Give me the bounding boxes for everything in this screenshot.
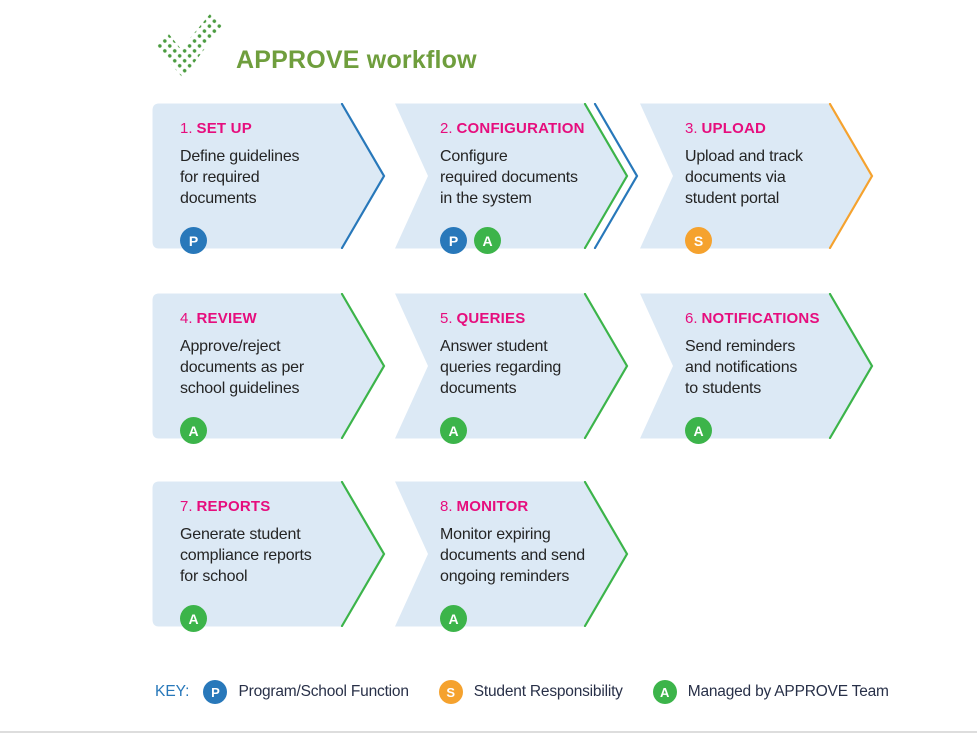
badge-approve-team: A (180, 417, 207, 444)
badge-approve-team: A (180, 605, 207, 632)
badge-approve-team: A (652, 680, 677, 704)
workflow-step-7-reports: 7. REPORTS Generate student compliance re… (152, 481, 397, 632)
legend-item-student: S Student Responsibility (438, 680, 623, 704)
badge-approve-team: A (440, 605, 467, 632)
step-description: Define guidelines for required documents (180, 148, 300, 207)
badge-program: P (180, 227, 207, 254)
badge-program: P (203, 680, 228, 704)
edge-line-green (583, 481, 629, 627)
chevron-shape (395, 481, 629, 627)
edge-line-green (340, 293, 386, 439)
edge-line-green (340, 481, 386, 627)
step-description: Answer student queries regarding documen… (440, 338, 562, 397)
workflow-step-5-queries: 5. QUERIES Answer student queries regardi… (395, 293, 640, 444)
workflow-step-6-notifications: 6. NOTIFICATIONS Send reminders and notif… (640, 293, 885, 444)
chevron-shape (640, 103, 874, 249)
edge-line-orange (828, 103, 874, 249)
step-badges: A (685, 417, 712, 444)
step-badges: S (685, 227, 712, 254)
badge-student: S (685, 227, 712, 254)
workflow-step-4-review: 4. REVIEW Approve/reject documents as per… (152, 293, 397, 444)
step-badges: A (180, 605, 207, 632)
chevron-shape (395, 103, 639, 249)
badge-approve-team: A (440, 417, 467, 444)
workflow-step-3-upload: 3. UPLOAD Upload and track documents via … (640, 103, 885, 254)
edge-line-green (583, 103, 629, 249)
step-title: 5. QUERIES (440, 310, 526, 327)
edge-line-green (583, 293, 629, 439)
step-description: Monitor expiring documents and send ongo… (440, 526, 585, 585)
step-badges: A (440, 417, 467, 444)
step-title: 7. REPORTS (180, 498, 271, 515)
chevron-shape (152, 293, 386, 439)
step-title: 4. REVIEW (180, 310, 257, 327)
step-description: Send reminders and notifications to stud… (685, 338, 798, 397)
workflow-step-2-configuration: 2. CONFIGURATION Configure required docum… (395, 103, 640, 254)
step-description: Upload and track documents via student p… (685, 148, 803, 207)
edge-line-blue (593, 103, 639, 249)
edge-line-blue (340, 103, 386, 249)
chevron-shape (640, 293, 874, 439)
step-badges: A (440, 605, 467, 632)
step-badges: A (180, 417, 207, 444)
badge-approve-team: A (685, 417, 712, 444)
bottom-divider (0, 731, 977, 733)
step-description: Configure required documents in the syst… (440, 148, 578, 207)
dotted-checkmark-icon (155, 14, 223, 78)
page-title: APPROVE workflow (236, 46, 477, 74)
legend-item-program: P Program/School Function (203, 680, 409, 704)
legend-key-label: KEY: (155, 683, 190, 700)
legend-item-approve-team: A Managed by APPROVE Team (652, 680, 889, 704)
step-description: Approve/reject documents as per school g… (180, 338, 304, 397)
workflow-step-8-monitor: 8. MONITOR Monitor expiring documents and… (395, 481, 640, 632)
chevron-shape (152, 103, 386, 249)
legend-item-text: Student Responsibility (473, 683, 623, 700)
step-badges: P A (440, 227, 501, 254)
chevron-shape (152, 481, 386, 627)
step-title: 8. MONITOR (440, 498, 529, 515)
badge-approve-team: A (474, 227, 501, 254)
badge-student: S (438, 680, 463, 704)
legend: KEY: P Program/School Function S Student… (155, 678, 919, 706)
step-title: 6. NOTIFICATIONS (685, 310, 820, 327)
edge-line-green (828, 293, 874, 439)
step-badges: P (180, 227, 207, 254)
legend-item-text: Managed by APPROVE Team (687, 683, 889, 700)
step-title: 3. UPLOAD (685, 120, 767, 137)
chevron-shape (395, 293, 629, 439)
step-description: Generate student compliance reports for … (180, 526, 312, 585)
step-title: 1. SET UP (180, 120, 252, 137)
step-title: 2. CONFIGURATION (440, 120, 585, 137)
workflow-step-1-setup: 1. SET UP Define guidelines for required … (152, 103, 397, 254)
badge-program: P (440, 227, 467, 254)
legend-item-text: Program/School Function (238, 683, 409, 700)
